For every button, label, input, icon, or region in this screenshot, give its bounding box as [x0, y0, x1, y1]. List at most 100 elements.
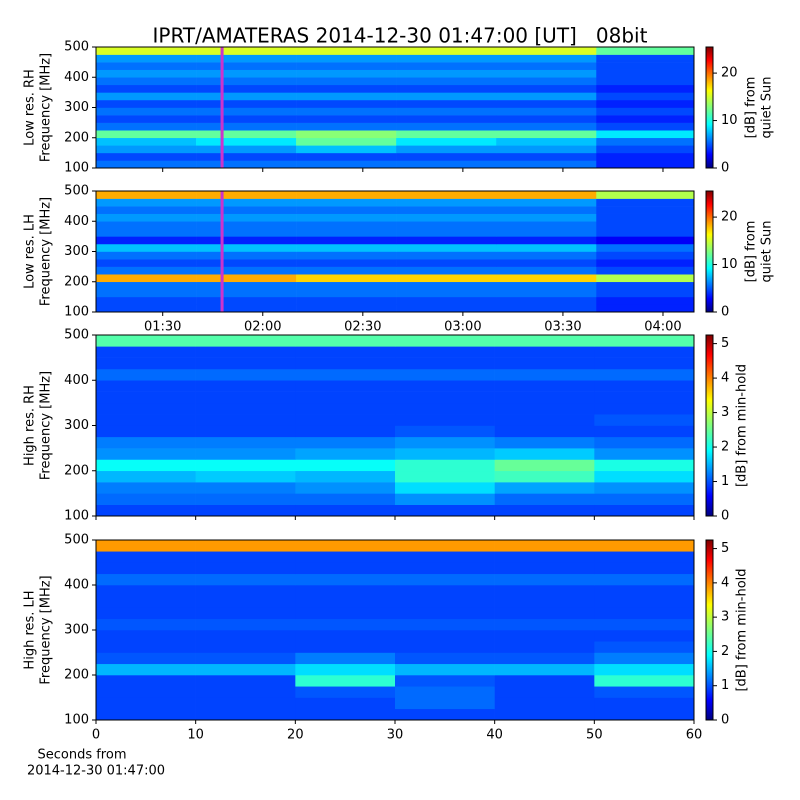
heatmap-cell — [295, 368, 396, 381]
heatmap-cell — [395, 402, 495, 415]
heatmap-cell — [195, 686, 296, 698]
heatmap-cell — [96, 448, 196, 460]
heatmap-cell — [295, 675, 396, 687]
heatmap-cell — [494, 346, 595, 358]
y-tick-label: 500 — [64, 328, 89, 343]
heatmap-cell — [296, 259, 397, 267]
heatmap-cell — [594, 551, 695, 563]
heatmap-cell — [296, 92, 397, 101]
heatmap-cell — [296, 281, 397, 290]
heatmap-cell — [396, 160, 497, 169]
x-tick-label: 30 — [387, 728, 404, 743]
heatmap-cell — [96, 304, 197, 313]
colorbar-tick-label: 10 — [721, 257, 738, 272]
heatmap-cell — [395, 448, 495, 460]
heatmap-cell — [594, 357, 695, 370]
heatmap-cell — [195, 596, 296, 608]
heatmap-cell — [594, 686, 695, 698]
heatmap-cell — [96, 562, 196, 575]
heatmap-cell — [195, 436, 296, 449]
y-tick-label: 100 — [64, 305, 89, 320]
heatmap-cell — [295, 551, 396, 563]
heatmap-cell — [295, 391, 396, 404]
heatmap-cell — [296, 152, 397, 161]
heatmap-cell — [96, 137, 197, 146]
heatmap-cell — [594, 459, 695, 472]
heatmap-cell — [96, 296, 197, 305]
heatmap-cell — [496, 137, 597, 146]
heatmap-cell — [96, 281, 197, 290]
x-tick-label: 03:00 — [444, 320, 481, 335]
heatmap-cell — [96, 213, 197, 222]
heatmap-cell — [494, 335, 595, 347]
x-tick-label: 40 — [486, 728, 503, 743]
heatmap-cell — [594, 618, 695, 631]
heatmap-cell — [396, 236, 497, 245]
heatmap-cell — [96, 47, 197, 55]
y-tick-label: 100 — [64, 713, 89, 728]
heatmap-cell — [96, 697, 196, 710]
heatmap-cell — [396, 62, 497, 70]
heatmap-cell — [494, 470, 595, 483]
heatmap-cell — [494, 686, 595, 698]
heatmap-cell — [295, 562, 396, 575]
heatmap-cell — [296, 130, 397, 139]
heatmap-cell — [96, 145, 197, 154]
heatmap-cell — [96, 493, 196, 505]
heatmap-cell — [596, 160, 695, 169]
heatmap-cell — [496, 206, 597, 214]
heatmap-cell — [496, 77, 597, 86]
colorbar-tick-label: 1 — [721, 474, 729, 489]
heatmap-cell — [596, 152, 695, 161]
heatmap-cell — [496, 160, 597, 169]
heatmap-cell — [395, 630, 495, 642]
heatmap-cell — [296, 206, 397, 214]
heatmap-cell — [296, 62, 397, 70]
heatmap-cell — [396, 206, 497, 214]
heatmap-cell — [295, 540, 396, 552]
heatmap-cell — [295, 448, 396, 460]
heatmap-cell — [96, 380, 196, 392]
heatmap-cell — [396, 274, 497, 283]
heatmap-cell — [496, 243, 597, 252]
heatmap-cell — [594, 470, 695, 483]
heatmap-cell — [296, 54, 397, 63]
heatmap-cell — [195, 618, 296, 631]
heatmap-cell — [596, 206, 695, 214]
heatmap-cell — [96, 69, 197, 78]
heatmap-cell — [596, 198, 695, 207]
heatmap-cell — [496, 289, 597, 298]
colorbar-label: [dB] from — [744, 221, 759, 283]
heatmap-cell — [594, 652, 695, 665]
heatmap-cell — [96, 243, 197, 252]
heatmap-cell — [596, 130, 695, 139]
heatmap-cell — [395, 482, 495, 494]
heatmap-cell — [195, 459, 296, 472]
colorbar-tick-label: 2 — [721, 440, 729, 455]
heatmap-cell — [96, 663, 196, 676]
colorbar-label: quiet Sun — [760, 76, 775, 138]
heatmap-cell — [496, 69, 597, 78]
x-tick-label: 04:00 — [644, 320, 681, 335]
heatmap-cell — [594, 573, 695, 586]
heatmap-cell — [494, 448, 595, 460]
heatmap-cell — [396, 228, 497, 237]
heatmap-cell — [196, 137, 297, 146]
colorbar-label: [dB] from — [744, 77, 759, 139]
colorbar-tick-label: 10 — [721, 113, 738, 128]
heatmap-cell — [96, 130, 197, 139]
heatmap-cell — [396, 251, 497, 260]
y-axis-label: Frequency [MHz] — [39, 371, 54, 480]
heatmap-cell — [96, 84, 197, 93]
y-axis-label: Frequency [MHz] — [39, 197, 54, 306]
colorbar-tick-label: 20 — [721, 66, 738, 81]
heatmap-cell — [494, 585, 595, 597]
heatmap-cell — [96, 191, 197, 199]
heatmap-cell — [396, 296, 497, 305]
heatmap-cell — [96, 54, 197, 63]
heatmap-cell — [196, 198, 297, 207]
heatmap-cell — [296, 228, 397, 237]
y-tick-label: 300 — [64, 244, 89, 259]
heatmap-cell — [196, 228, 297, 237]
heatmap-cell — [395, 675, 495, 687]
